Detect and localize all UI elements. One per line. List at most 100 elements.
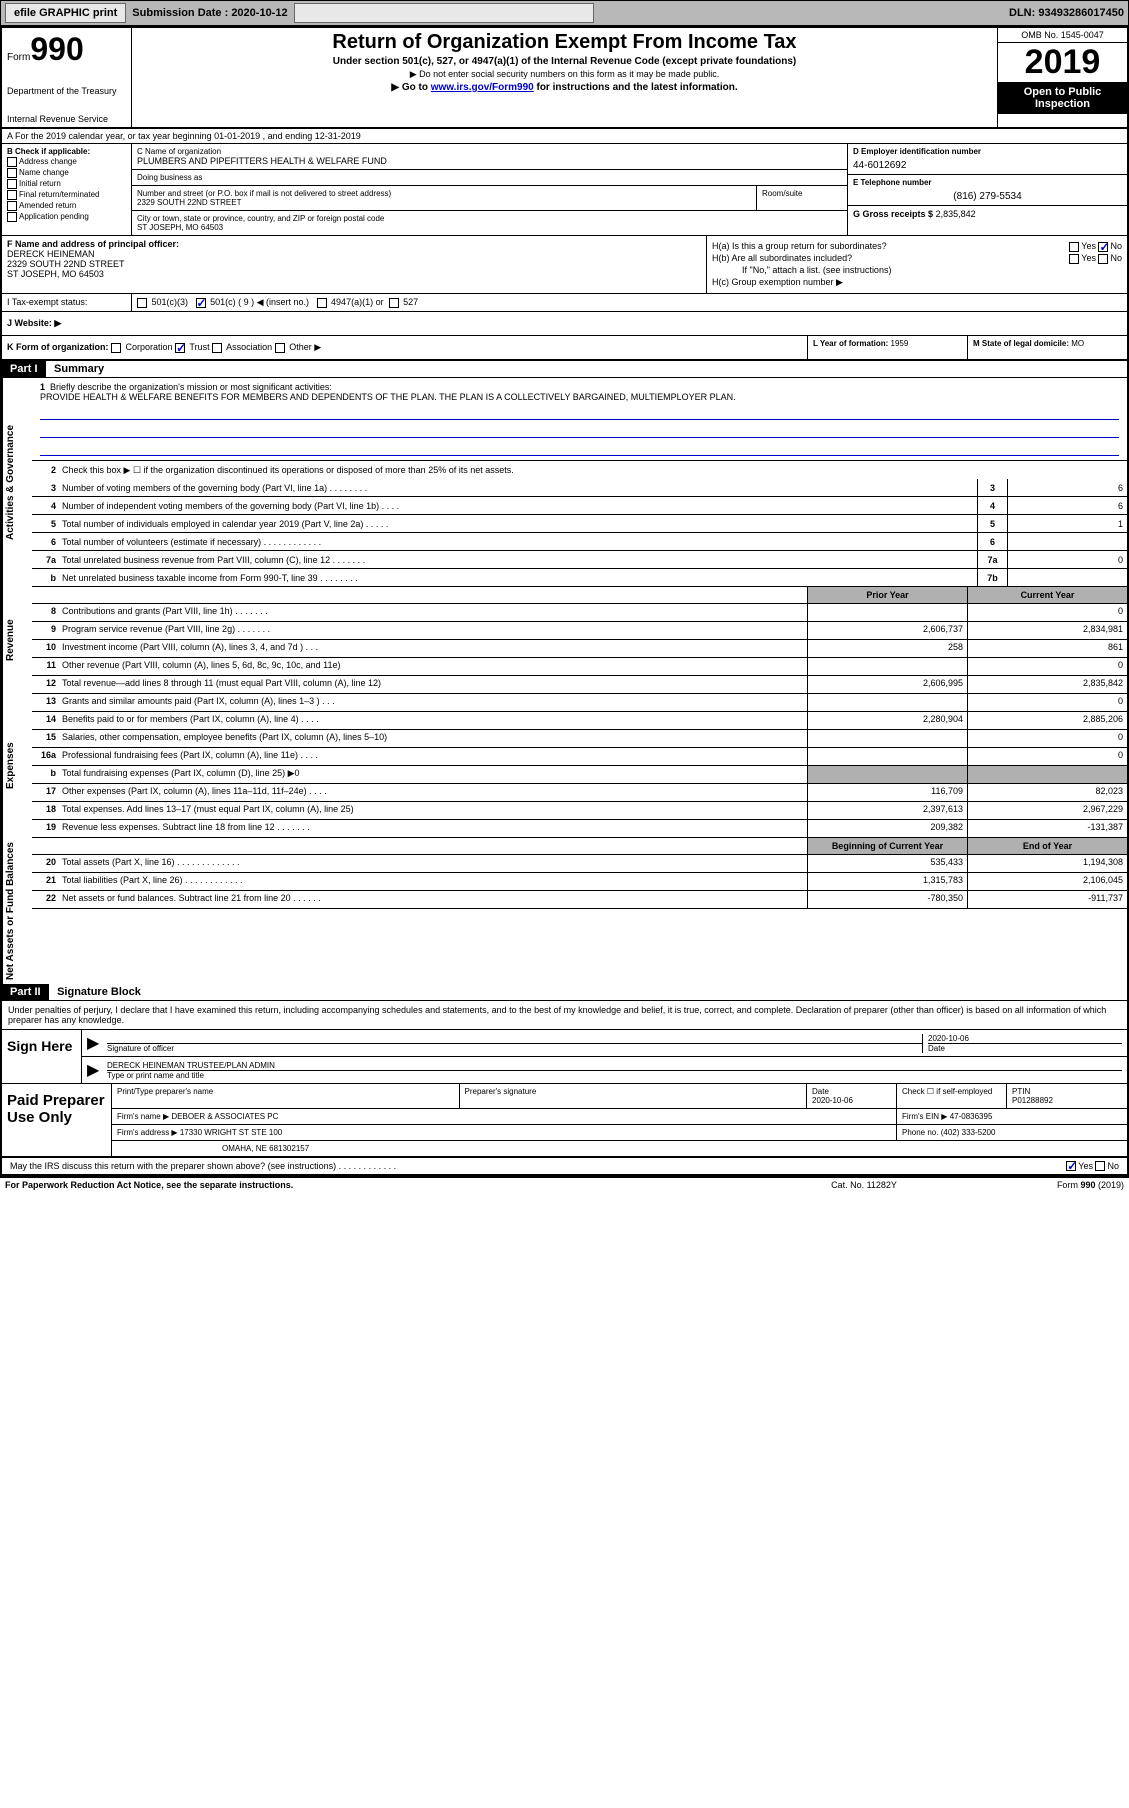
revenue-row: 9Program service revenue (Part VIII, lin… <box>32 622 1127 640</box>
ha-yes-chk[interactable] <box>1069 242 1079 252</box>
mission-text: PROVIDE HEALTH & WELFARE BENEFITS FOR ME… <box>40 392 736 402</box>
chk-pending[interactable]: Application pending <box>7 212 126 222</box>
footer-right: Form 990 (2019) <box>964 1180 1124 1190</box>
officer-name: DERECK HEINEMAN <box>7 249 701 259</box>
chk-4947[interactable] <box>317 298 327 308</box>
hb-yes-chk[interactable] <box>1069 254 1079 264</box>
sig-officer-field[interactable]: Signature of officer <box>107 1043 922 1053</box>
expense-row: bTotal fundraising expenses (Part IX, co… <box>32 766 1127 784</box>
prep-name-cell: Print/Type preparer's name <box>112 1084 460 1108</box>
sig-arrow2-icon: ▶ <box>87 1060 107 1080</box>
firm-addr2-cell: OMAHA, NE 681302157 <box>112 1141 1127 1156</box>
summary-row: bNet unrelated business taxable income f… <box>32 569 1127 587</box>
revenue-row: 12Total revenue—add lines 8 through 11 (… <box>32 676 1127 694</box>
discuss-answer: Yes No <box>967 1161 1127 1172</box>
addr-value: 2329 SOUTH 22ND STREET <box>137 198 751 207</box>
officer-label: F Name and address of principal officer: <box>7 239 701 249</box>
netasset-row: 22Net assets or fund balances. Subtract … <box>32 891 1127 909</box>
expense-row: 16aProfessional fundraising fees (Part I… <box>32 748 1127 766</box>
chk-name-change[interactable]: Name change <box>7 168 126 178</box>
box-f: F Name and address of principal officer:… <box>2 236 707 293</box>
sign-here-label: Sign Here <box>2 1030 82 1083</box>
form-label: Form <box>7 52 30 63</box>
dba-label: Doing business as <box>132 170 847 186</box>
ein-label: D Employer identification number <box>853 147 1122 156</box>
instructions-link: ▶ Go to www.irs.gov/Form990 for instruct… <box>137 82 992 93</box>
chk-assoc[interactable] <box>212 343 222 353</box>
dept-treasury: Department of the Treasury <box>7 86 126 96</box>
side-revenue: Revenue <box>2 587 32 694</box>
row-fh: F Name and address of principal officer:… <box>2 236 1127 294</box>
open-public: Open to Public Inspection <box>998 82 1127 114</box>
box-h: H(a) Is this a group return for subordin… <box>707 236 1127 293</box>
top-bar: efile GRAPHIC print Submission Date : 20… <box>0 0 1129 26</box>
ha-no-chk[interactable] <box>1098 242 1108 252</box>
hc-line: H(c) Group exemption number ▶ <box>712 277 1122 288</box>
box-l: L Year of formation: 1959 <box>807 336 967 359</box>
box-b: B Check if applicable: Address change Na… <box>2 144 132 235</box>
firm-ein-cell: Firm's EIN ▶ 47-0836395 <box>897 1109 1127 1124</box>
summary-row: 7aTotal unrelated business revenue from … <box>32 551 1127 569</box>
discuss-yes-chk[interactable] <box>1066 1161 1076 1171</box>
firm-addr-cell: Firm's address ▶ 17330 WRIGHT ST STE 100 <box>112 1125 897 1140</box>
header-left: Form990 Department of the Treasury Inter… <box>2 28 132 127</box>
net-header: Beginning of Current Year End of Year <box>32 838 1127 855</box>
expenses-section: Expenses 13Grants and similar amounts pa… <box>2 694 1127 838</box>
hb-line: H(b) Are all subordinates included? Yes … <box>712 253 1122 263</box>
box-d: D Employer identification number 44-6012… <box>847 144 1127 235</box>
firm-name-cell: Firm's name ▶ DEBOER & ASSOCIATES PC <box>112 1109 897 1124</box>
chk-final-return[interactable]: Final return/terminated <box>7 190 126 200</box>
prep-date-cell: Date2020-10-06 <box>807 1084 897 1108</box>
hb-no-chk[interactable] <box>1098 254 1108 264</box>
box-k: K Form of organization: Corporation Trus… <box>2 336 807 359</box>
netasset-row: 21Total liabilities (Part X, line 26) . … <box>32 873 1127 891</box>
footer: For Paperwork Reduction Act Notice, see … <box>0 1178 1129 1192</box>
efile-button[interactable]: efile GRAPHIC print <box>5 3 126 23</box>
hb-note: If "No," attach a list. (see instruction… <box>712 265 1122 275</box>
sign-here-block: Sign Here ▶ Signature of officer 2020-10… <box>2 1030 1127 1084</box>
chk-address-change[interactable]: Address change <box>7 157 126 167</box>
room-suite: Room/suite <box>757 186 847 210</box>
city-label: City or town, state or province, country… <box>137 214 842 223</box>
expense-row: 14Benefits paid to or for members (Part … <box>32 712 1127 730</box>
officer-addr: 2329 SOUTH 22ND STREET <box>7 259 701 269</box>
row-klm: K Form of organization: Corporation Trus… <box>2 336 1127 361</box>
part1-title: Summary <box>48 361 110 377</box>
chk-527[interactable] <box>389 298 399 308</box>
ptin-cell: PTINP01288892 <box>1007 1084 1127 1108</box>
paid-preparer-block: Paid Preparer Use Only Print/Type prepar… <box>2 1084 1127 1158</box>
footer-center: Cat. No. 11282Y <box>764 1180 964 1190</box>
ein-block: D Employer identification number 44-6012… <box>848 144 1127 175</box>
col-prior: Prior Year <box>807 587 967 603</box>
chk-amended[interactable]: Amended return <box>7 201 126 211</box>
chk-trust[interactable] <box>175 343 185 353</box>
summary-row: 3Number of voting members of the governi… <box>32 479 1127 497</box>
chk-501c[interactable] <box>196 298 206 308</box>
chk-501c3[interactable] <box>137 298 147 308</box>
chk-initial-return[interactable]: Initial return <box>7 179 126 189</box>
part2-badge: Part II <box>2 984 49 1000</box>
blank-button[interactable] <box>294 3 594 23</box>
q2-text: Check this box ▶ ☐ if the organization d… <box>62 463 1127 478</box>
chk-other[interactable] <box>275 343 285 353</box>
box-b-label: B Check if applicable: <box>7 147 126 156</box>
discuss-no-chk[interactable] <box>1095 1161 1105 1171</box>
col-end: End of Year <box>967 838 1127 854</box>
firm-phone-cell: Phone no. (402) 333-5200 <box>897 1125 1127 1140</box>
omb-number: OMB No. 1545-0047 <box>998 28 1127 43</box>
row-i: I Tax-exempt status: 501(c)(3) 501(c) ( … <box>2 294 1127 312</box>
side-expenses: Expenses <box>2 694 32 838</box>
prep-check-cell[interactable]: Check ☐ if self-employed <box>897 1084 1007 1108</box>
mission-block: 1 Briefly describe the organization's mi… <box>32 378 1127 461</box>
dln: DLN: 93493286017450 <box>1009 7 1124 19</box>
tax-year: 2019 <box>998 43 1127 82</box>
org-name-label: C Name of organization <box>137 147 842 156</box>
chk-corp[interactable] <box>111 343 121 353</box>
expense-row: 17Other expenses (Part IX, column (A), l… <box>32 784 1127 802</box>
section-bcd: B Check if applicable: Address change Na… <box>2 144 1127 236</box>
officer-city: ST JOSEPH, MO 64503 <box>7 269 701 279</box>
expense-row: 15Salaries, other compensation, employee… <box>32 730 1127 748</box>
sig-name-field: DERECK HEINEMAN TRUSTEE/PLAN ADMIN Type … <box>107 1061 1122 1080</box>
irs-link[interactable]: www.irs.gov/Form990 <box>431 82 534 93</box>
revenue-section: Revenue Prior Year Current Year 8Contrib… <box>2 587 1127 694</box>
